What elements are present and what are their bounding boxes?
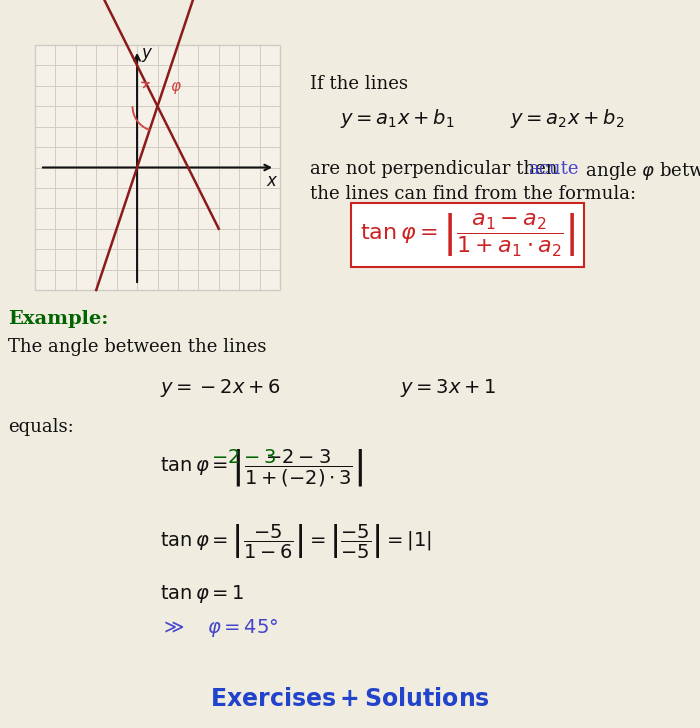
Text: $y = a_2 x + b_2$: $y = a_2 x + b_2$: [510, 106, 624, 130]
Text: $y = a_1 x + b_1$: $y = a_1 x + b_1$: [340, 106, 454, 130]
Text: $-2 - 3$: $-2 - 3$: [211, 449, 276, 467]
Text: $\gg \quad \varphi = 45°$: $\gg \quad \varphi = 45°$: [160, 617, 279, 639]
Text: $y = 3x + 1$: $y = 3x + 1$: [400, 377, 496, 399]
Text: $\varphi$: $\varphi$: [169, 80, 181, 96]
Text: are not perpendicular then: are not perpendicular then: [310, 160, 564, 178]
Text: the lines can find from the formula:: the lines can find from the formula:: [310, 185, 636, 203]
Text: If the lines: If the lines: [310, 75, 408, 93]
Text: $\tan\varphi = 1$: $\tan\varphi = 1$: [160, 583, 244, 605]
Text: The angle between the lines: The angle between the lines: [8, 338, 267, 356]
Text: $y = -2x + 6$: $y = -2x + 6$: [160, 377, 281, 399]
Text: $\tan\varphi = \left|\dfrac{-5}{1 - 6}\right| = \left|\dfrac{-5}{-5}\right| = |1: $\tan\varphi = \left|\dfrac{-5}{1 - 6}\r…: [160, 523, 432, 561]
Text: angle $\varphi$ between: angle $\varphi$ between: [580, 160, 700, 182]
Text: $\tan\varphi = \left|\dfrac{-2 - 3}{1 + (-2) \cdot 3}\right|$: $\tan\varphi = \left|\dfrac{-2 - 3}{1 + …: [160, 448, 363, 488]
Text: $y$: $y$: [141, 46, 153, 64]
Text: acute: acute: [528, 160, 578, 178]
Text: $x$: $x$: [266, 173, 278, 190]
Text: $\mathbf{Exercises + Solutions}$: $\mathbf{Exercises + Solutions}$: [210, 689, 490, 711]
Text: equals:: equals:: [8, 418, 74, 436]
Text: Example:: Example:: [8, 310, 108, 328]
Text: $\tan\varphi = \left|\dfrac{a_1 - a_2}{1 + a_1 \cdot a_2}\right|$: $\tan\varphi = \left|\dfrac{a_1 - a_2}{1…: [360, 212, 575, 258]
FancyBboxPatch shape: [35, 45, 280, 290]
